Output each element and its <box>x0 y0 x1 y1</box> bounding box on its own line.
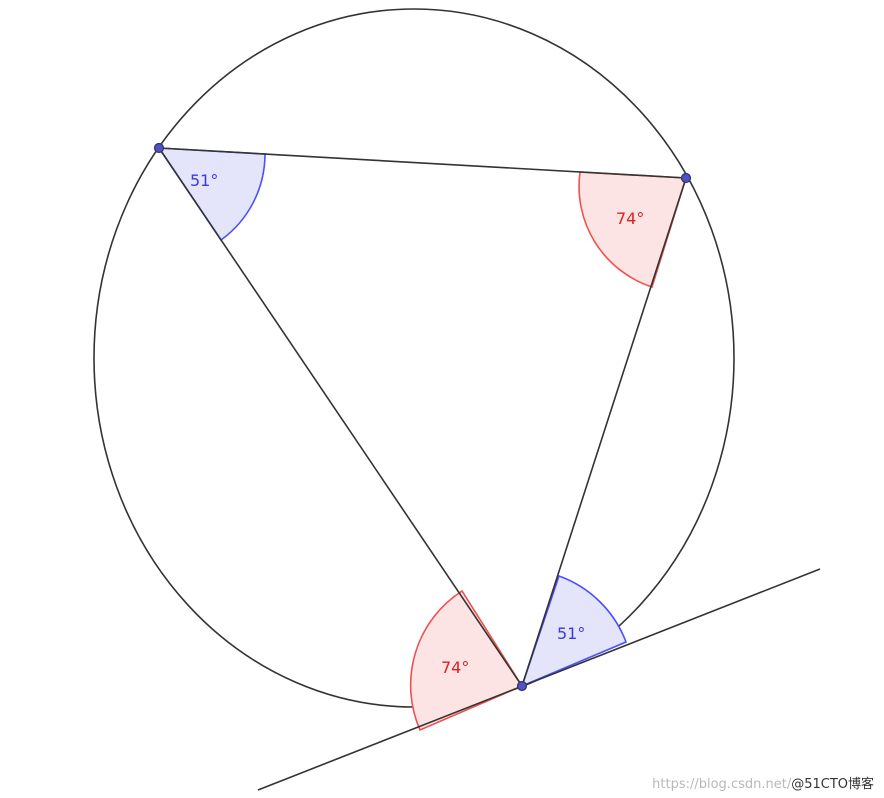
angle-label-top-left: 51° <box>190 171 218 190</box>
angle-label-bottom-right: 51° <box>557 624 585 643</box>
angle-sector-top-left <box>157 147 266 242</box>
watermark-url: https://blog.csdn.net/ <box>652 777 792 792</box>
tangent-line <box>257 568 821 791</box>
triangle-side-top <box>158 147 687 179</box>
angle-sector-bottom-right <box>520 574 628 688</box>
watermark: https://blog.csdn.net/@51CTO博客 <box>652 773 874 792</box>
angle-sector-bottom-left <box>409 589 524 732</box>
circumcircle <box>93 8 735 708</box>
vertex-point-top-right[interactable] <box>680 172 692 184</box>
angle-label-top-right: 74° <box>616 209 644 228</box>
angle-label-bottom-left: 74° <box>441 658 469 677</box>
vertex-point-top-left[interactable] <box>153 142 165 154</box>
triangle-side-right <box>521 177 687 687</box>
triangle-side-left <box>158 147 523 687</box>
vertex-point-tangent[interactable] <box>516 680 528 692</box>
watermark-brand: @51CTO博客 <box>791 777 874 792</box>
